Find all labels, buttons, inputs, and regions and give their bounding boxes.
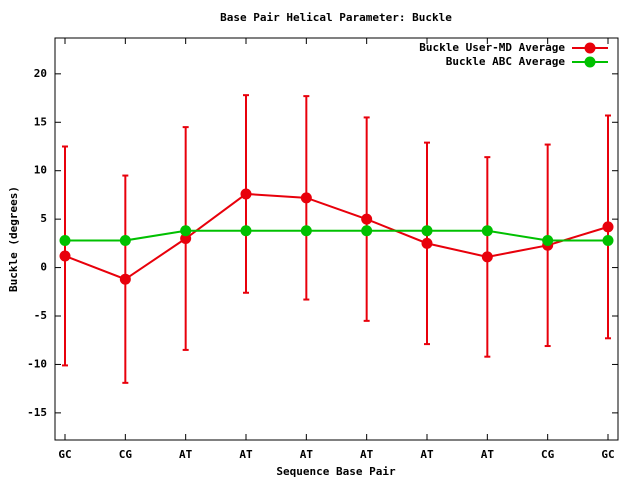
point <box>180 225 192 237</box>
point <box>300 192 312 204</box>
point <box>180 233 192 245</box>
point <box>481 225 493 237</box>
x-tick-label: AT <box>360 448 374 461</box>
y-axis-label: Buckle (degrees) <box>7 186 20 292</box>
x-tick-label: AT <box>300 448 314 461</box>
x-tick-label: GC <box>601 448 614 461</box>
x-tick-label: AT <box>179 448 193 461</box>
point <box>119 234 131 246</box>
y-tick-label: 5 <box>40 212 47 225</box>
series-line <box>64 192 609 281</box>
x-tick-label: AT <box>420 448 434 461</box>
point <box>361 213 373 225</box>
x-tick-label: GC <box>58 448 71 461</box>
y-tick-label: -15 <box>27 406 47 419</box>
y-tick-label: 0 <box>40 261 47 274</box>
point <box>481 251 493 263</box>
legend-marker <box>584 42 596 54</box>
y-tick-label: 15 <box>34 115 47 128</box>
legend-marker <box>584 56 596 68</box>
point <box>240 188 252 200</box>
x-axis-label: Sequence Base Pair <box>276 465 396 478</box>
x-tick-label: CG <box>541 448 555 461</box>
point <box>602 221 614 233</box>
chart-title: Base Pair Helical Parameter: Buckle <box>220 11 452 24</box>
y-tick-label: 10 <box>34 164 47 177</box>
y-tick-label: -5 <box>34 309 47 322</box>
point <box>59 250 71 262</box>
y-tick-label: 20 <box>34 67 47 80</box>
point <box>59 234 71 246</box>
point <box>421 225 433 237</box>
legend-label: Buckle ABC Average <box>446 55 566 68</box>
point <box>300 225 312 237</box>
point <box>542 234 554 246</box>
point <box>119 273 131 285</box>
point <box>421 237 433 249</box>
point <box>361 225 373 237</box>
x-tick-label: CG <box>119 448 133 461</box>
y-tick-label: -10 <box>27 357 47 370</box>
x-tick-label: AT <box>481 448 495 461</box>
point <box>240 225 252 237</box>
x-tick-label: AT <box>239 448 253 461</box>
point <box>602 234 614 246</box>
plot-frame <box>54 37 619 441</box>
legend-label: Buckle User-MD Average <box>419 41 565 54</box>
series-line <box>65 229 608 242</box>
